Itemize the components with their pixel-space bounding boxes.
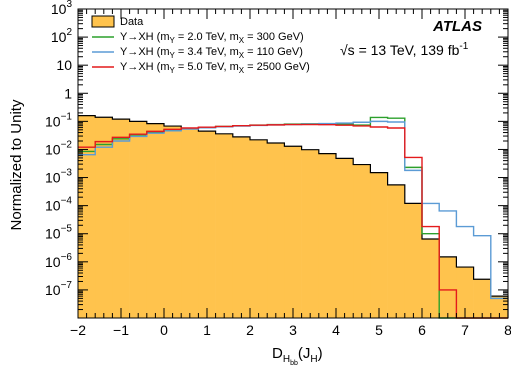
x-tick-label: 5 <box>375 322 383 338</box>
data-bar <box>490 296 509 318</box>
x-tick-label: 3 <box>289 322 297 338</box>
x-tick-label: 8 <box>504 322 511 338</box>
data-bar <box>387 184 406 318</box>
y-tick-label: 10−5 <box>45 224 72 242</box>
atlas-label: ATLAS <box>432 18 482 35</box>
data-bar <box>422 238 440 318</box>
y-tick-label: 10−4 <box>45 196 72 214</box>
y-tick-label: 10−7 <box>45 280 72 298</box>
legend-label: Data <box>120 16 144 28</box>
data-bar <box>439 256 457 318</box>
x-tick-label: 7 <box>461 322 469 338</box>
data-bar <box>95 117 113 319</box>
y-axis-title: Normalized to Unity <box>8 99 25 230</box>
data-bar <box>336 158 354 318</box>
data-bar <box>267 142 285 318</box>
legend-label: Y→XH (mY = 5.0 TeV, mX = 2500 GeV) <box>120 61 310 75</box>
data-bar <box>164 126 182 319</box>
signal-lines-layer <box>78 115 509 319</box>
data-bar <box>198 131 216 318</box>
data-bar <box>301 149 320 318</box>
energy-lumi-label: √s = 13 TeV, 139 fb-1 <box>340 41 469 58</box>
data-bar <box>456 267 474 318</box>
legend-label: Y→XH (mY = 3.4 TeV, mX = 110 GeV) <box>120 46 303 60</box>
data-bar <box>250 139 268 318</box>
x-tick-label: 2 <box>246 322 254 338</box>
data-bar <box>370 172 388 318</box>
legend-swatch <box>91 15 115 28</box>
data-bar <box>318 153 337 318</box>
y-tick-label: 1 <box>64 85 72 101</box>
y-tick-label: 10 <box>56 57 72 73</box>
x-tick-label: 6 <box>418 322 426 338</box>
signal-series-line-3 <box>78 123 508 319</box>
x-tick-label: 1 <box>203 322 211 338</box>
y-tick-label: 10−6 <box>45 252 72 270</box>
x-tick-label: 4 <box>332 322 340 338</box>
data-bar <box>215 133 234 318</box>
data-bar <box>353 164 371 318</box>
data-bar <box>112 119 130 318</box>
axis-tick-labels: −2 −1 0 1 2 3 4 5 6 7 8 10−7 10−6 10−5 10−4 10−3 10−2 10−… <box>45 0 511 338</box>
data-bar <box>284 146 302 318</box>
y-tick-label: 102 <box>51 27 73 45</box>
data-histogram-layer <box>78 115 509 319</box>
data-bar <box>181 128 199 318</box>
y-tick-label: 10−3 <box>45 168 72 186</box>
data-bar <box>232 136 251 318</box>
y-tick-label: 10−1 <box>45 111 72 129</box>
x-tick-label: −2 <box>70 322 86 338</box>
data-bar <box>146 123 165 318</box>
y-tick-label: 103 <box>51 0 73 17</box>
x-tick-label: −1 <box>113 322 129 338</box>
legend-label: Y→XH (mY = 2.0 TeV, mX = 300 GeV) <box>120 31 304 45</box>
x-tick-label: 0 <box>160 322 168 338</box>
axis-ticks <box>77 9 509 319</box>
data-bar <box>78 115 96 318</box>
y-tick-label: 10−2 <box>45 139 72 157</box>
data-bar <box>473 279 492 318</box>
data-bar <box>129 121 148 318</box>
data-bar <box>404 203 423 318</box>
x-axis-title: DHbb(JH) <box>272 345 323 367</box>
